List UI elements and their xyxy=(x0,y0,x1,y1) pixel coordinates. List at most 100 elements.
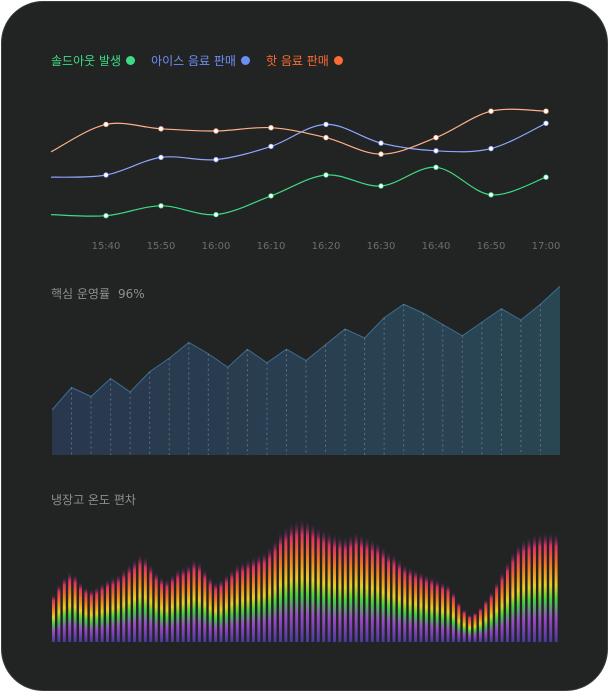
bar[interactable] xyxy=(538,533,542,642)
bar[interactable] xyxy=(462,609,466,643)
bar[interactable] xyxy=(192,559,196,643)
bar[interactable] xyxy=(176,569,180,643)
bar[interactable] xyxy=(376,542,380,642)
data-point[interactable] xyxy=(213,128,219,134)
bar[interactable] xyxy=(430,577,434,642)
data-point[interactable] xyxy=(543,120,549,126)
bar[interactable] xyxy=(197,562,201,642)
legend-item-ice[interactable]: 아이스 음료 판매 xyxy=(151,52,250,69)
bar[interactable] xyxy=(327,532,331,642)
bar[interactable] xyxy=(214,582,218,642)
data-point[interactable] xyxy=(103,172,109,178)
bar[interactable] xyxy=(219,579,223,643)
bar[interactable] xyxy=(241,562,245,642)
bar[interactable] xyxy=(300,519,304,643)
bar[interactable] xyxy=(246,559,250,643)
data-point[interactable] xyxy=(378,140,384,146)
bar[interactable] xyxy=(549,532,553,642)
bar[interactable] xyxy=(543,532,547,642)
bar[interactable] xyxy=(338,535,342,642)
bar[interactable] xyxy=(295,520,299,642)
bar[interactable] xyxy=(500,572,504,642)
data-point[interactable] xyxy=(213,156,219,163)
bar[interactable] xyxy=(289,523,293,642)
data-point[interactable] xyxy=(213,211,219,218)
bar[interactable] xyxy=(273,539,277,643)
data-point[interactable] xyxy=(103,121,109,128)
data-point[interactable] xyxy=(158,126,164,132)
bar[interactable] xyxy=(170,574,174,643)
data-point[interactable] xyxy=(158,203,164,209)
data-point[interactable] xyxy=(488,192,494,198)
bar[interactable] xyxy=(235,564,239,643)
data-point[interactable] xyxy=(433,148,439,154)
bar[interactable] xyxy=(149,564,153,643)
data-point[interactable] xyxy=(323,172,329,178)
data-point[interactable] xyxy=(543,108,549,114)
legend-item-soldout[interactable]: 솔드아웃 발생 xyxy=(51,52,136,69)
bar[interactable] xyxy=(414,569,418,643)
bar[interactable] xyxy=(133,559,137,643)
data-point[interactable] xyxy=(543,174,549,180)
bar[interactable] xyxy=(262,552,266,642)
bar[interactable] xyxy=(106,579,110,643)
bar[interactable] xyxy=(208,577,212,642)
bar[interactable] xyxy=(52,594,55,643)
bar[interactable] xyxy=(349,534,353,643)
bar[interactable] xyxy=(203,569,207,643)
bar[interactable] xyxy=(278,532,282,642)
data-point[interactable] xyxy=(158,154,164,161)
bar[interactable] xyxy=(392,554,396,643)
data-point[interactable] xyxy=(323,134,329,141)
data-point[interactable] xyxy=(378,151,384,157)
data-point[interactable] xyxy=(323,121,329,128)
bar[interactable] xyxy=(554,533,558,642)
bar[interactable] xyxy=(224,574,228,643)
bar[interactable] xyxy=(354,532,358,642)
data-point[interactable] xyxy=(488,108,494,114)
bar[interactable] xyxy=(143,557,147,642)
bar[interactable] xyxy=(160,577,164,642)
bar[interactable] xyxy=(100,583,104,642)
bar[interactable] xyxy=(154,572,158,642)
bar[interactable] xyxy=(478,607,482,642)
bar[interactable] xyxy=(532,534,536,643)
bar[interactable] xyxy=(268,547,272,642)
bar[interactable] xyxy=(435,579,439,643)
bar[interactable] xyxy=(527,537,531,642)
bar[interactable] xyxy=(516,544,520,643)
bar[interactable] xyxy=(489,592,493,642)
bar[interactable] xyxy=(468,614,472,643)
legend-item-hot[interactable]: 핫 음료 판매 xyxy=(266,52,343,69)
data-point[interactable] xyxy=(433,134,439,141)
bar[interactable] xyxy=(68,572,72,642)
data-point[interactable] xyxy=(268,124,274,131)
bar[interactable] xyxy=(257,554,261,643)
bar[interactable] xyxy=(251,557,255,642)
bar[interactable] xyxy=(187,564,191,643)
bar[interactable] xyxy=(311,523,315,642)
bar[interactable] xyxy=(284,527,288,642)
bar[interactable] xyxy=(424,574,428,643)
bar[interactable] xyxy=(419,572,423,642)
data-point[interactable] xyxy=(103,212,109,219)
data-point[interactable] xyxy=(268,143,274,150)
bar[interactable] xyxy=(127,564,131,643)
bar[interactable] xyxy=(322,529,326,643)
data-point[interactable] xyxy=(433,164,439,170)
bar[interactable] xyxy=(522,539,526,643)
bar[interactable] xyxy=(181,567,185,642)
bar[interactable] xyxy=(381,547,385,642)
bar[interactable] xyxy=(408,567,412,642)
bar[interactable] xyxy=(111,577,115,642)
bar[interactable] xyxy=(511,552,515,642)
bar[interactable] xyxy=(495,582,499,642)
bar[interactable] xyxy=(397,559,401,643)
bar[interactable] xyxy=(62,577,66,642)
bar[interactable] xyxy=(230,569,234,643)
bar[interactable] xyxy=(73,574,77,643)
bar[interactable] xyxy=(165,579,169,643)
bar[interactable] xyxy=(484,599,488,643)
bar[interactable] xyxy=(122,569,126,643)
bar[interactable] xyxy=(57,584,61,643)
